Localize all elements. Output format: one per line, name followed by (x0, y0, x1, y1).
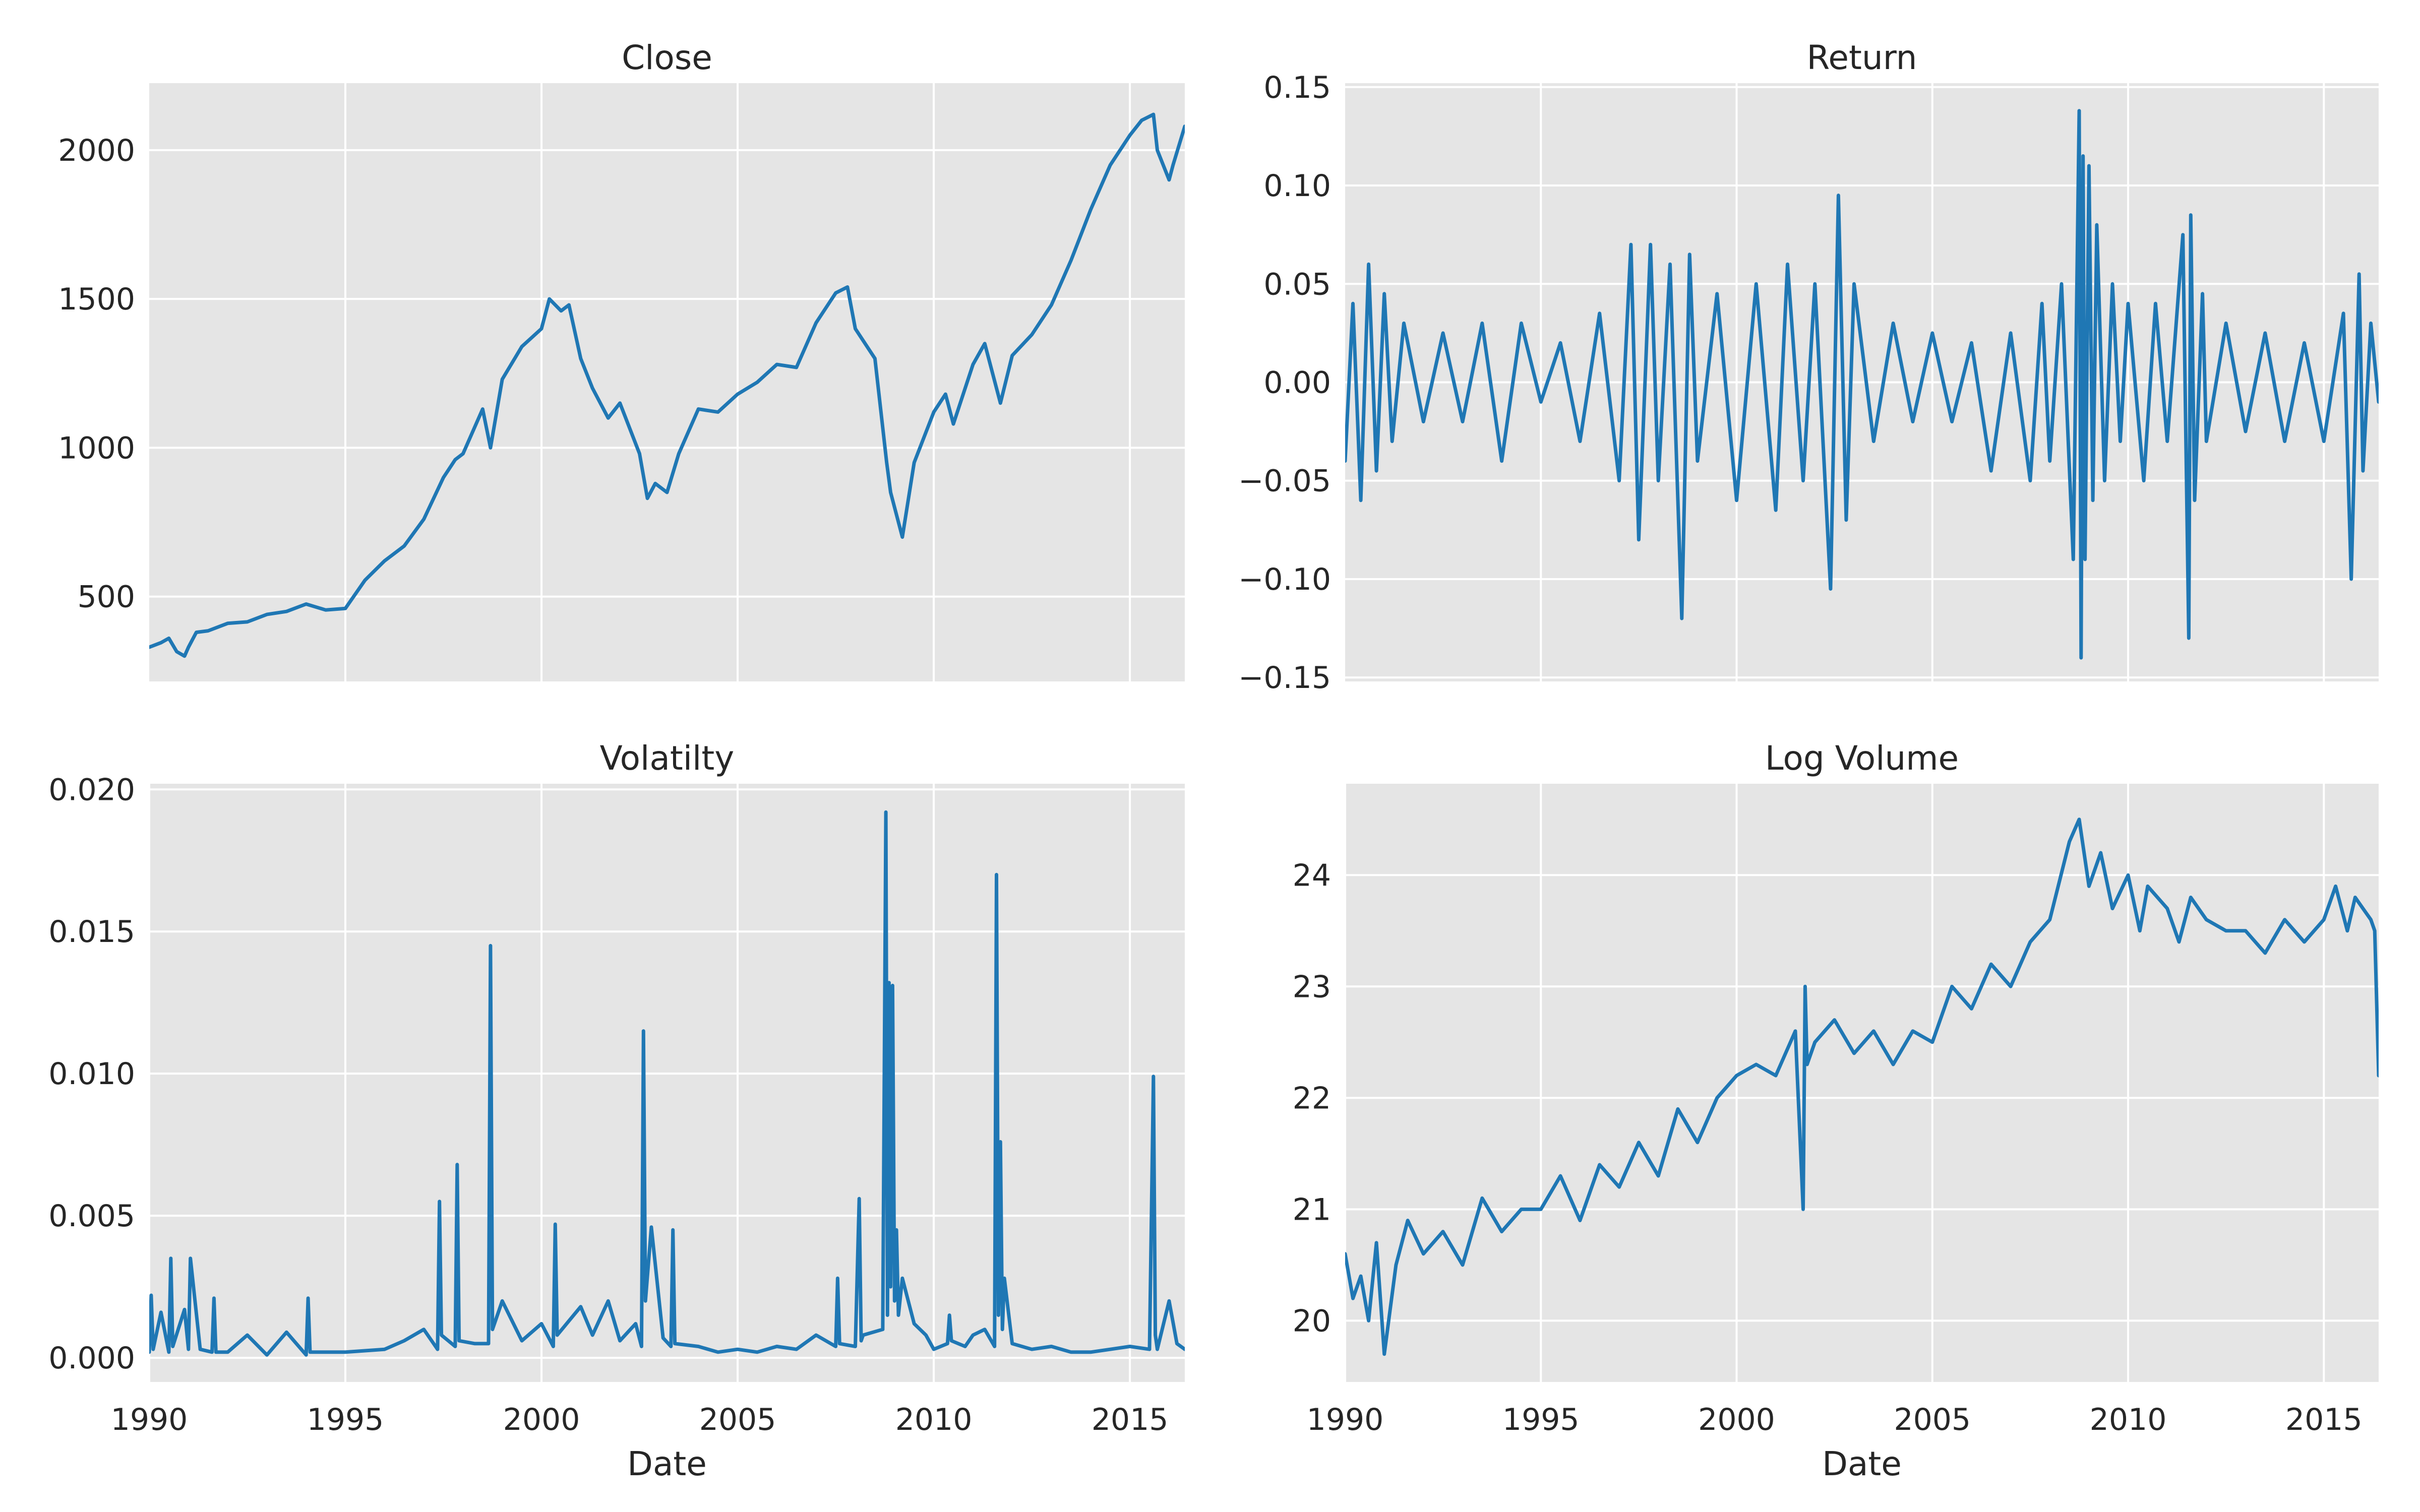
volatility-x-axis-label: Date (627, 1444, 707, 1483)
close-y-tick-label: 1000 (58, 430, 135, 466)
volatility-y-tick-label: 0.010 (48, 1056, 135, 1092)
return-y-tick-label: 0.00 (1263, 365, 1331, 401)
volatility-x-tick-label: 2000 (503, 1402, 580, 1437)
close-title: Close (622, 38, 712, 77)
return-y-tick-label: 0.15 (1263, 70, 1331, 105)
volatility-plot-area (149, 784, 1185, 1382)
close-series-line (149, 112, 1185, 658)
log-volume-x-tick-label: 2000 (1698, 1402, 1775, 1437)
return-y-tick-label: −0.05 (1238, 464, 1331, 499)
volatility-x-tick-label: 2005 (699, 1402, 776, 1437)
return-y-tick-label: −0.10 (1238, 562, 1331, 597)
volatility-title: Volatilty (600, 739, 735, 778)
volatility-y-tick-label: 0.015 (48, 914, 135, 950)
log-volume-y-tick-label: 23 (1293, 969, 1331, 1004)
volatility-x-tick-label: 2010 (895, 1402, 973, 1437)
log-volume-x-tick-label: 2015 (2285, 1402, 2363, 1437)
log-volume-y-tick-label: 24 (1293, 858, 1331, 893)
return-title: Return (1806, 38, 1917, 77)
volatility-x-tick-label: 2015 (1092, 1402, 1169, 1437)
volatility-y-tick-label: 0.005 (48, 1199, 135, 1234)
volatility-series-line (149, 810, 1185, 1357)
subplot-volatility: 1990 1995 2000 2005 2010 2015 0.000 0.005 0.010 0… (48, 739, 1185, 1483)
subplot-log-volume: 1990 1995 2000 2005 2010 2015 20 21 22 23 24 Log Vo… (1293, 739, 2379, 1483)
log-volume-y-tick-label: 21 (1293, 1192, 1331, 1227)
return-y-tick-label: 0.05 (1263, 267, 1331, 302)
volatility-y-tick-label: 0.020 (48, 772, 135, 807)
log-volume-x-tick-label: 1995 (1502, 1402, 1580, 1437)
volatility-y-tick-label: 0.000 (48, 1341, 135, 1376)
log-volume-x-tick-label: 2005 (1894, 1402, 1971, 1437)
log-volume-x-tick-label: 1990 (1307, 1402, 1384, 1437)
log-volume-y-tick-label: 20 (1293, 1303, 1331, 1339)
log-volume-plot-area (1345, 784, 2379, 1382)
close-plot-area (149, 83, 1185, 681)
close-y-tick-label: 2000 (58, 133, 135, 168)
log-volume-x-axis-label: Date (1822, 1444, 1902, 1483)
subplot-close: 500 1000 1500 2000 Close (58, 38, 1185, 681)
volatility-x-tick-label: 1995 (307, 1402, 384, 1437)
return-series-line (1345, 109, 2379, 660)
volatility-x-tick-label: 1990 (111, 1402, 188, 1437)
return-y-tick-label: −0.15 (1238, 660, 1331, 696)
subplot-return: −0.15 −0.10 −0.05 0.00 0.05 0.10 0.15 Return (1238, 38, 2379, 696)
log-volume-series-line (1345, 817, 2379, 1356)
log-volume-title: Log Volume (1765, 739, 1959, 778)
log-volume-x-tick-label: 2010 (2090, 1402, 2167, 1437)
close-y-tick-label: 1500 (58, 282, 135, 317)
close-y-tick-label: 500 (77, 580, 135, 615)
log-volume-y-tick-label: 22 (1293, 1081, 1331, 1116)
return-y-tick-label: 0.10 (1263, 168, 1331, 204)
